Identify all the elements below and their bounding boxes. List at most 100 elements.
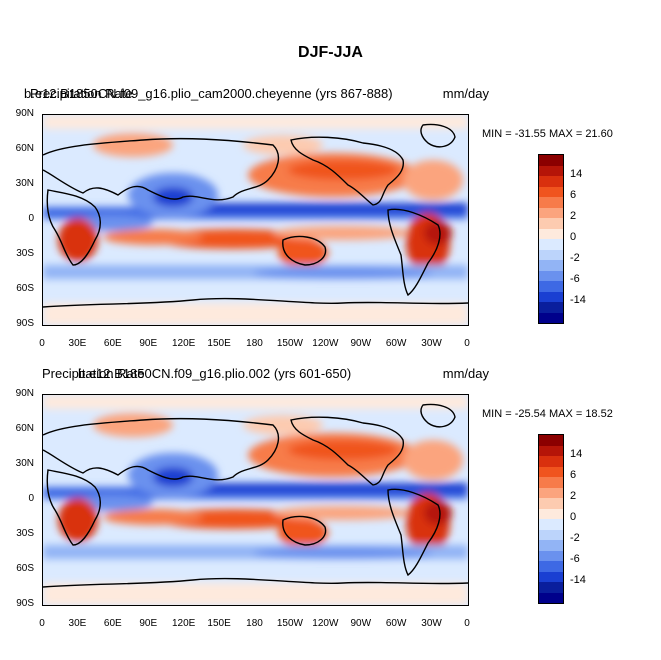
colorbar-segment (539, 487, 563, 498)
longitude-tick-label: 180 (246, 618, 263, 629)
panel-top-variable-label: Precipitation Rate (30, 86, 133, 101)
colorbar-segment (539, 582, 563, 593)
colorbar-segment (539, 186, 563, 197)
longitude-tick-label: 0 (464, 338, 470, 349)
latitude-tick-label: 0 (28, 493, 34, 504)
latitude-tick-label: 60S (16, 563, 34, 574)
colorbar-segment (539, 592, 563, 603)
colorbar-tick-label: -14 (570, 574, 586, 586)
colorbar-segment (539, 435, 563, 446)
precip-difference-map-top (43, 115, 468, 325)
colorbar-tick-label: 2 (570, 490, 577, 502)
colorbar-tick-label: -2 (570, 532, 580, 544)
colorbar-segment (539, 456, 563, 467)
colorbar-bottom (538, 434, 564, 604)
colorbar-segment (539, 550, 563, 561)
colorbar-segment (539, 270, 563, 281)
latitude-tick-label: 90N (15, 388, 34, 399)
longitude-tick-label: 120W (312, 618, 339, 629)
figure-title: DJF-JJA (298, 44, 363, 61)
latitude-tick-label: 60N (15, 423, 34, 434)
latitude-tick-label: 30N (15, 458, 34, 469)
longitude-tick-label: 180 (246, 338, 263, 349)
longitude-tick-label: 30W (421, 618, 442, 629)
colorbar-tick-label: 14 (570, 168, 583, 180)
latitude-tick-label: 90N (15, 108, 34, 119)
colorbar-segment (539, 477, 563, 488)
colorbar-segment (539, 260, 563, 271)
colorbar-tick-label: 2 (570, 210, 577, 222)
colorbar-segment (539, 445, 563, 456)
colorbar-top (538, 154, 564, 324)
longitude-tick-label: 120E (171, 618, 196, 629)
colorbar-segment (539, 165, 563, 176)
map-panel-top: b.e12.B1850CN.f09_g16.plio_cam2000.cheye… (0, 86, 661, 356)
longitude-tick-label: 60E (103, 338, 122, 349)
colorbar-segment (539, 176, 563, 187)
colorbar-tick-label: -6 (570, 553, 580, 565)
longitude-tick-label: 120E (171, 338, 196, 349)
colorbar-segment (539, 291, 563, 302)
latitude-tick-label: 90S (16, 598, 34, 609)
longitude-tick-label: 60W (385, 618, 407, 629)
colorbar-segment (539, 197, 563, 208)
colorbar-segment (539, 207, 563, 218)
longitude-tick-label: 30W (421, 338, 442, 349)
colorbar-segment (539, 155, 563, 166)
latitude-tick-label: 30S (16, 248, 34, 259)
latitude-tick-label: 30S (16, 528, 34, 539)
colorbar-segment (539, 249, 563, 260)
colorbar-tick-label: 6 (570, 189, 577, 201)
colorbar-segment (539, 508, 563, 519)
longitude-tick-label: 150E (207, 618, 231, 629)
colorbar-segment (539, 239, 563, 250)
colorbar-tick-label: 14 (570, 448, 583, 460)
longitude-tick-label: 0 (39, 338, 45, 349)
longitude-tick-label: 90W (350, 338, 372, 349)
colorbar-segment (539, 281, 563, 292)
precip-difference-map-bottom (43, 395, 468, 605)
map-panel-bottom: Precipitation Rate b.e12.B1850CN.f09_g16… (0, 366, 661, 636)
map-bottom (42, 394, 469, 606)
longitude-tick-label: 150E (207, 338, 231, 349)
latitude-tick-label: 30N (15, 178, 34, 189)
latitude-tick-label: 0 (28, 213, 34, 224)
colorbar-segment (539, 228, 563, 239)
panel-top-case-label: b.e12.B1850CN.f09_g16.plio_cam2000.cheye… (24, 86, 393, 101)
colorbar-segment (539, 540, 563, 551)
latitude-tick-label: 60S (16, 283, 34, 294)
colorbar-tick-label: -2 (570, 252, 580, 264)
colorbar-segment (539, 529, 563, 540)
longitude-tick-label: 0 (464, 618, 470, 629)
colorbar-segment (539, 561, 563, 572)
colorbar-tick-label: 0 (570, 231, 577, 243)
longitude-tick-label: 90W (350, 618, 372, 629)
colorbar-tick-label: 0 (570, 511, 577, 523)
longitude-tick-label: 90E (139, 338, 158, 349)
colorbar-segment (539, 302, 563, 313)
longitude-tick-label: 150W (276, 338, 303, 349)
map-top (42, 114, 469, 326)
panel-top-units-label: mm/day (442, 86, 489, 101)
longitude-tick-label: 150W (276, 618, 303, 629)
panel-bottom-variable-label: Precipitation Rate (42, 366, 145, 381)
longitude-tick-label: 90E (139, 618, 158, 629)
colorbar-tick-label: -6 (570, 273, 580, 285)
colorbar-segment (539, 312, 563, 323)
latitude-tick-label: 60N (15, 143, 34, 154)
colorbar-tick-label: -14 (570, 294, 586, 306)
colorbar-segment (539, 498, 563, 509)
panel-bottom-units-label: mm/day (442, 366, 489, 381)
colorbar-segment (539, 218, 563, 229)
longitude-tick-label: 60W (385, 338, 407, 349)
panel-bottom-case-label: b.e12.B1850CN.f09_g16.plio.002 (yrs 601-… (78, 366, 352, 381)
longitude-tick-label: 30E (68, 338, 87, 349)
longitude-tick-label: 30E (68, 618, 87, 629)
latitude-tick-label: 90S (16, 318, 34, 329)
longitude-tick-label: 0 (39, 618, 45, 629)
colorbar-segment (539, 519, 563, 530)
longitude-tick-label: 120W (312, 338, 339, 349)
colorbar-tick-label: 6 (570, 469, 577, 481)
longitude-tick-label: 60E (103, 618, 122, 629)
colorbar-segment (539, 571, 563, 582)
